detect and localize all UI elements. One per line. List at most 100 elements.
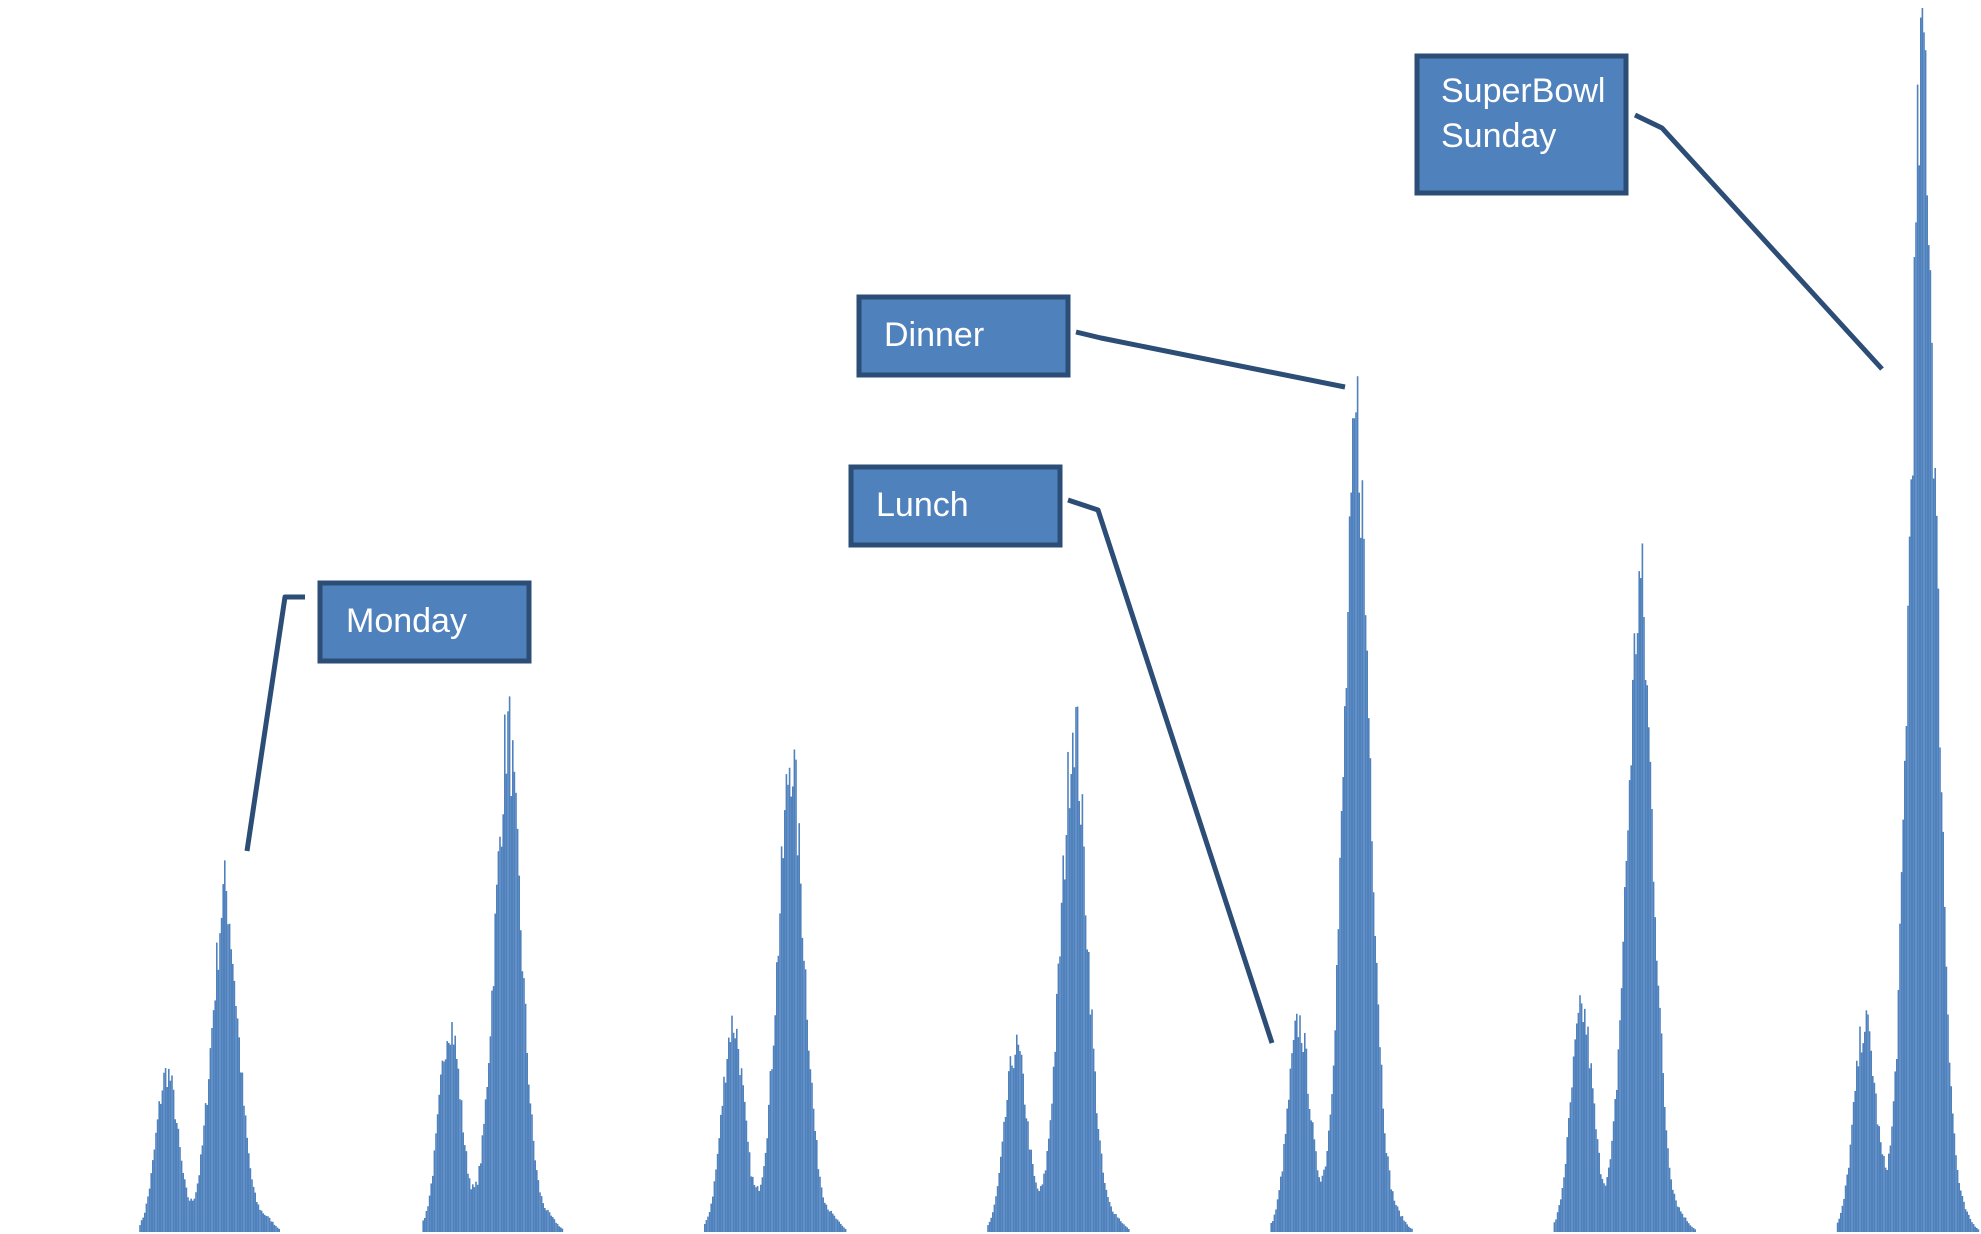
histogram-bar [241,1072,244,1232]
histogram-bar [539,1192,541,1232]
histogram-bar [1891,1126,1893,1232]
histogram-bar [814,1130,816,1232]
histogram-bar [1291,1053,1293,1232]
histogram-bar [1116,1217,1119,1232]
histogram-bar [836,1219,839,1232]
histogram-bar [707,1216,709,1232]
histogram-bar [764,1152,767,1232]
histogram-bar [1379,1047,1381,1232]
histogram-bar [465,1151,468,1232]
histogram-bar [499,836,501,1232]
histogram-bar [232,963,234,1232]
histogram-bar [459,1099,461,1232]
histogram-bar [1878,1126,1880,1232]
histogram-bar [235,1006,237,1232]
histogram-bar [1912,475,1914,1232]
histogram-bar [1676,1206,1679,1232]
histogram-bar [1568,1117,1570,1232]
histogram-bar [1272,1221,1274,1232]
histogram-bar [1342,777,1344,1232]
histogram-bar [1921,8,1924,1232]
histogram-bar [1553,1222,1556,1232]
histogram-bar [1105,1189,1108,1232]
histogram-bar [1918,165,1920,1232]
histogram-bar [990,1217,992,1232]
histogram-bar [198,1175,200,1232]
histogram-bar [1406,1224,1408,1232]
histogram-bar [1641,543,1644,1232]
histogram-bar [1361,480,1364,1233]
histogram-bar [752,1176,754,1232]
histogram-bar [809,1069,812,1232]
histogram-bar [1062,855,1064,1232]
histogram-bar [1091,1009,1093,1232]
histogram-bar [739,1075,741,1232]
histogram-bar [540,1196,543,1232]
histogram-bar [1968,1214,1970,1232]
histogram-bar [776,962,778,1232]
histogram-bar [1966,1211,1968,1232]
histogram-bar [264,1214,266,1232]
histogram-bar [726,1059,728,1232]
histogram-bar [1371,841,1373,1232]
histogram-bar [1972,1224,1975,1232]
histogram-bar [840,1223,842,1232]
histogram-bar [1692,1227,1695,1232]
histogram-bar [1662,1073,1664,1232]
histogram-bar [446,1041,448,1232]
histogram-bar [244,1115,247,1232]
histogram-bar [1358,492,1360,1233]
histogram-bar [1321,1175,1324,1232]
callout-lunch-leader [1067,497,1275,1044]
histogram-bar [817,1169,820,1232]
histogram-bar [740,1068,743,1232]
histogram-bar [841,1225,844,1232]
histogram-bar [1867,1014,1869,1232]
histogram-bar [1003,1121,1005,1232]
histogram-bar [1102,1172,1104,1232]
callout-superbowl-sunday-box [1414,53,1629,196]
histogram-bar [824,1202,826,1232]
histogram-bar [1100,1153,1103,1232]
histogram-bar [1326,1150,1328,1232]
histogram-bar [1924,50,1927,1233]
histogram-bar [710,1203,712,1232]
histogram-bar [780,846,783,1232]
histogram-bar [800,883,802,1232]
histogram-bar [987,1225,989,1232]
histogram-bar [1041,1184,1044,1232]
histogram-bar [705,1220,708,1232]
histogram-bar [260,1210,263,1232]
histogram-bar [1640,578,1642,1232]
histogram-bar [449,1044,452,1232]
histogram-bar [1635,654,1637,1232]
histogram-bar [196,1183,199,1232]
histogram-bar [1403,1220,1405,1232]
histogram-bar [1289,1068,1292,1232]
histogram-bar [252,1186,255,1232]
histogram-bar [1937,588,1940,1232]
histogram-bar [452,1044,455,1232]
histogram-bar [1051,1103,1053,1232]
histogram-bar [515,792,517,1232]
histogram-bar [1683,1217,1685,1232]
histogram-bar [1409,1227,1412,1232]
histogram-bar [1873,1082,1876,1232]
histogram-bar [1307,1093,1309,1232]
histogram-bar [491,990,493,1232]
histogram-bar [1587,1026,1589,1232]
histogram-bar [1104,1182,1106,1232]
histogram-bar [1316,1170,1319,1232]
histogram-bar [494,913,496,1232]
histogram-bar [1030,1149,1032,1232]
histogram-bar [152,1160,154,1232]
histogram-bar [1942,831,1944,1232]
histogram-bar [1969,1218,1972,1232]
histogram-bar [1296,1013,1298,1232]
histogram-bar [144,1212,146,1232]
histogram-bar [1670,1179,1672,1232]
histogram-bar [747,1141,749,1232]
histogram-bar [1345,687,1348,1232]
histogram-bar [438,1094,440,1232]
histogram-bar [156,1119,159,1232]
